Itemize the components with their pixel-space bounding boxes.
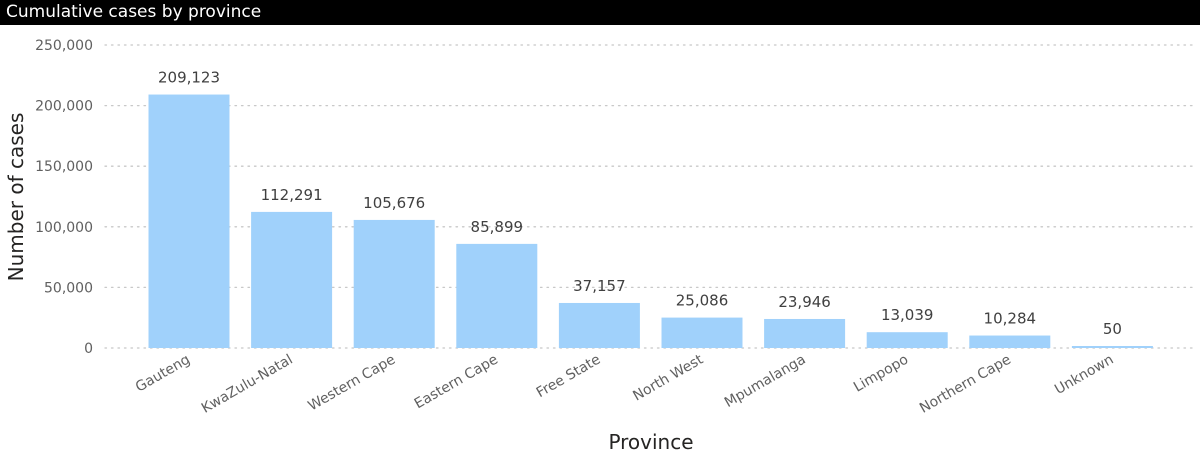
y-tick-label: 250,000 (35, 38, 93, 54)
x-tick-label: Western Cape (306, 352, 399, 415)
bar-limpopo (866, 332, 948, 348)
x-tick-label: Eastern Cape (412, 352, 501, 413)
bar-mpumalanga (764, 318, 846, 348)
x-tick-label: KwaZulu-Natal (199, 352, 296, 417)
data-label: 112,291 (261, 186, 323, 204)
x-tick-label: Free State (534, 352, 604, 401)
bar-northern-cape (969, 335, 1051, 348)
y-tick-label: 150,000 (35, 159, 93, 175)
bar-kwazulu-natal (251, 211, 333, 348)
bar-western-cape (353, 219, 435, 348)
x-tick-label: Limpopo (851, 352, 911, 396)
data-label: 13,039 (881, 306, 934, 324)
data-label: 25,086 (676, 292, 729, 310)
x-axis-title: Province (608, 430, 693, 454)
bars (148, 94, 1153, 348)
y-tick-label: 0 (84, 341, 93, 357)
y-tick-label: 100,000 (35, 220, 93, 236)
data-label: 105,676 (363, 194, 425, 212)
data-label: 50 (1103, 320, 1122, 338)
x-tick-label: North West (630, 351, 706, 404)
data-label: 37,157 (573, 277, 626, 295)
x-tick-label: Northern Cape (917, 352, 1014, 417)
y-tick-label: 50,000 (44, 280, 93, 296)
data-label: 23,946 (778, 293, 831, 311)
bar-north-west (661, 317, 743, 348)
bar-gauteng (148, 94, 230, 348)
y-tick-label: 200,000 (35, 99, 93, 115)
y-axis-ticks: 0 50,000 100,000 150,000 200,000 250,000 (35, 38, 93, 357)
y-axis-title: Number of cases (4, 113, 28, 282)
data-label: 10,284 (984, 310, 1037, 328)
bar-eastern-cape (456, 243, 538, 348)
x-tick-label: Gauteng (133, 352, 193, 396)
data-labels: 209,123 112,291 105,676 85,899 37,157 25,086 2… (158, 69, 1122, 338)
x-axis-ticks: Gauteng KwaZulu-Natal Western Cape Eastern … (133, 351, 1117, 416)
data-label: 209,123 (158, 69, 220, 87)
bar-free-state (558, 302, 640, 348)
chart-title: Cumulative cases by province (6, 2, 262, 22)
x-tick-label: Unknown (1052, 352, 1116, 398)
x-tick-label: Mpumalanga (722, 352, 809, 411)
bar-unknown (1071, 346, 1153, 348)
data-label: 85,899 (471, 218, 524, 236)
title-bar: Cumulative cases by province (0, 0, 1200, 25)
